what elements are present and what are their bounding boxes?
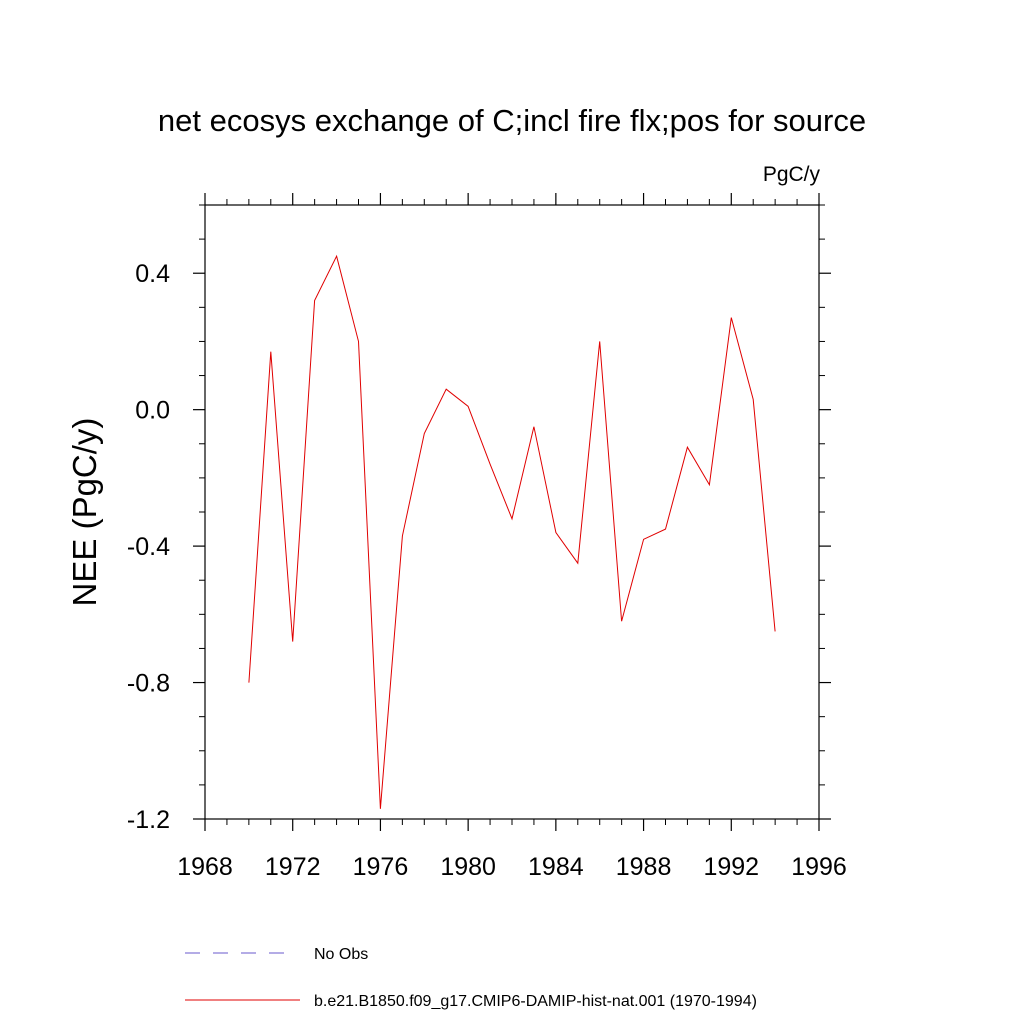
legend: No Obs b.e21.B1850.f09_g17.CMIP6-DAMIP-h… [185, 946, 757, 1010]
axis-ticks: 1968 1972 1976 1980 1984 1988 1992 1996 -1.2 -0.8… [127, 193, 847, 881]
y-tick-label: 0.0 [135, 397, 170, 425]
x-tick-label: 1976 [353, 853, 409, 881]
y-tick-label: -1.2 [127, 806, 170, 834]
plot-frame [204, 204, 820, 820]
x-tick-label: 1968 [177, 853, 233, 881]
x-tick-label: 1972 [265, 853, 321, 881]
x-tick-label: 1992 [703, 853, 759, 881]
x-tick-label: 1996 [791, 853, 847, 881]
y-axis-label: NEE (PgC/y) [66, 418, 103, 607]
legend-model-label: b.e21.B1850.f09_g17.CMIP6-DAMIP-hist-nat… [314, 993, 757, 1010]
chart-title: net ecosys exchange of C;incl fire flx;p… [158, 103, 866, 138]
x-tick-label: 1984 [528, 853, 584, 881]
y-tick-label: -0.4 [127, 533, 170, 561]
y-tick-label: 0.4 [135, 260, 170, 288]
units-label: PgC/y [763, 163, 821, 186]
series-lines [248, 254, 776, 809]
x-tick-label: 1980 [440, 853, 496, 881]
series-line [248, 254, 776, 809]
x-tick-label: 1988 [616, 853, 672, 881]
legend-no-obs-label: No Obs [314, 946, 368, 963]
y-tick-label: -0.8 [127, 670, 170, 698]
